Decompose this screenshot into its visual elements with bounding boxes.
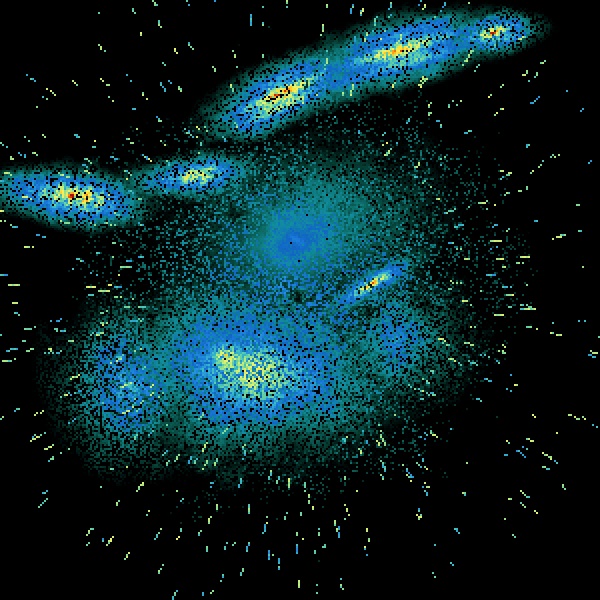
radar-intensity-canvas (0, 0, 600, 600)
image-viewport: Radar Backscatter Intensity Map False-co… (0, 0, 600, 600)
